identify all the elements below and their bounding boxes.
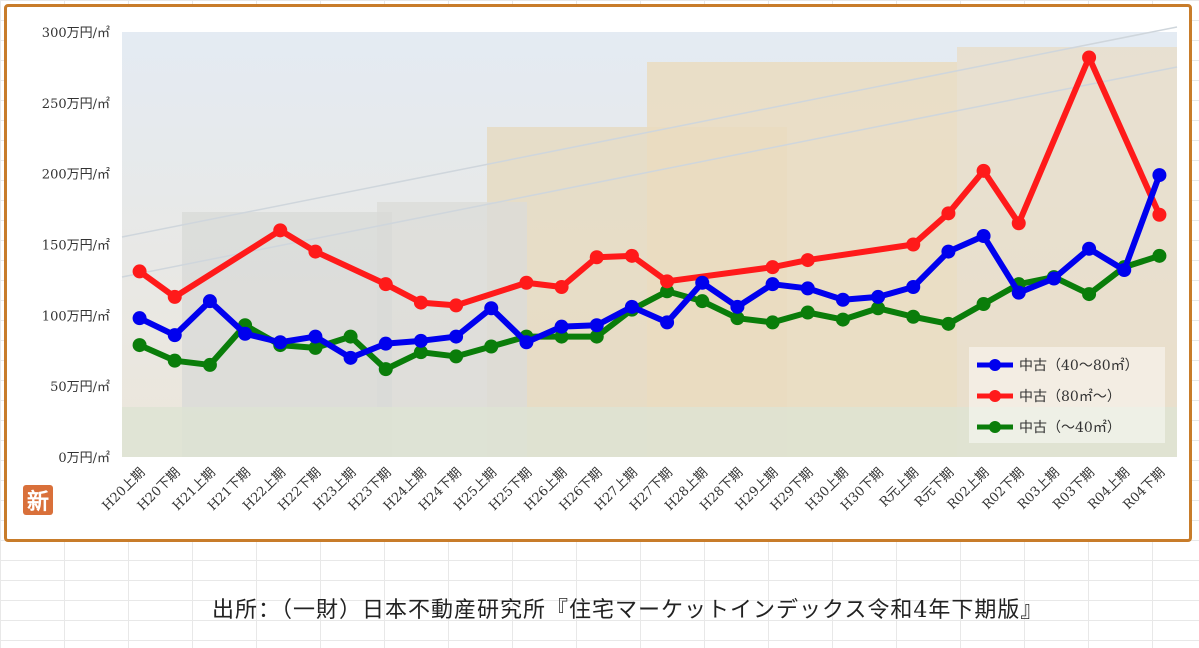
data-point	[413, 295, 428, 310]
data-point	[132, 311, 147, 326]
legend-label: 中古（40～80㎡）	[1019, 358, 1139, 374]
new-badge-icon: 新	[23, 485, 53, 515]
data-point	[238, 326, 253, 341]
series-line	[136, 54, 1163, 309]
data-point	[554, 280, 569, 294]
line-chart: 0万円/㎡ 50万円/㎡ 100万円/㎡ 150万円/㎡ 200万円/㎡ 250万円/㎡ 3…	[42, 26, 1178, 514]
data-point	[484, 339, 499, 354]
legend: 中古（40～80㎡） 中古（80㎡～） 中古（～40㎡）	[969, 347, 1165, 443]
data-point	[167, 353, 182, 368]
data-point	[730, 311, 745, 326]
y-tick-label: 150万円/㎡	[42, 239, 110, 254]
y-tick-label: 50万円/㎡	[50, 380, 110, 395]
data-point	[624, 248, 639, 263]
data-point	[800, 253, 815, 268]
data-point	[378, 362, 393, 377]
data-point	[941, 316, 956, 331]
data-point	[695, 275, 710, 290]
data-point	[941, 244, 956, 259]
y-tick-label: 0万円/㎡	[58, 451, 110, 466]
y-tick-label: 100万円/㎡	[42, 309, 110, 324]
data-point	[1011, 285, 1026, 300]
data-point	[202, 357, 217, 372]
legend-swatch-marker	[989, 390, 1001, 402]
data-point	[132, 264, 147, 279]
data-point	[695, 294, 710, 309]
data-point	[976, 163, 991, 178]
data-point	[519, 335, 534, 350]
y-tick-label: 300万円/㎡	[42, 26, 110, 41]
legend-label: 中古（～40㎡）	[1019, 420, 1121, 436]
data-point	[871, 289, 886, 304]
series-1	[132, 50, 1167, 313]
data-point	[835, 292, 850, 307]
data-point	[1082, 50, 1097, 65]
data-point	[202, 294, 217, 309]
data-point	[589, 329, 604, 344]
data-point	[1046, 271, 1061, 286]
x-axis-ticks: H20上期H20下期H21上期H21下期H22上期H22下期H23上期H23下期…	[100, 465, 1169, 514]
y-tick-label: 200万円/㎡	[42, 168, 110, 183]
data-point	[132, 338, 147, 353]
data-point	[906, 280, 921, 294]
data-point	[1082, 241, 1097, 256]
data-point	[308, 329, 323, 344]
data-point	[835, 312, 850, 327]
data-point	[308, 244, 323, 259]
data-point	[1152, 168, 1167, 183]
data-point	[589, 318, 604, 333]
data-point	[976, 297, 991, 311]
data-point	[167, 328, 182, 343]
data-point	[519, 275, 534, 290]
data-point	[484, 301, 499, 316]
data-point	[167, 289, 182, 304]
legend-swatch-marker	[989, 421, 1001, 433]
data-point	[800, 305, 815, 320]
data-point	[1152, 248, 1167, 263]
series-layer	[132, 50, 1167, 377]
data-point	[413, 333, 428, 348]
data-point	[589, 250, 604, 265]
y-axis-ticks: 0万円/㎡ 50万円/㎡ 100万円/㎡ 150万円/㎡ 200万円/㎡ 250万円/㎡ 3…	[42, 26, 110, 466]
legend-swatch-marker	[989, 359, 1001, 371]
data-point	[765, 315, 780, 330]
data-point	[660, 315, 675, 330]
data-point	[449, 329, 464, 344]
data-point	[1152, 207, 1167, 222]
data-point	[871, 301, 886, 316]
data-point	[906, 309, 921, 324]
data-point	[343, 350, 358, 365]
data-point	[378, 277, 393, 292]
data-point	[730, 299, 745, 314]
data-point	[1011, 216, 1026, 231]
data-point	[765, 277, 780, 292]
data-point	[378, 336, 393, 351]
data-point	[765, 260, 780, 275]
source-note: 出所：（一財）日本不動産研究所『住宅マーケットインデックス令和4年下期版』	[212, 598, 1044, 623]
data-point	[906, 237, 921, 252]
data-point	[624, 299, 639, 314]
data-point	[308, 340, 323, 355]
data-point	[976, 229, 991, 243]
data-point	[800, 281, 815, 296]
data-point	[449, 349, 464, 364]
data-point	[413, 345, 428, 360]
legend-label: 中古（80㎡～）	[1019, 389, 1121, 405]
data-point	[554, 329, 569, 344]
data-point	[1117, 263, 1132, 277]
data-point	[554, 319, 569, 334]
y-tick-label: 250万円/㎡	[42, 97, 110, 112]
series-0	[132, 168, 1167, 365]
data-point	[660, 284, 675, 299]
chart-frame: 0万円/㎡ 50万円/㎡ 100万円/㎡ 150万円/㎡ 200万円/㎡ 250万円/㎡ 3…	[4, 4, 1192, 542]
data-point	[273, 223, 288, 238]
data-point	[449, 298, 464, 313]
data-point	[941, 206, 956, 221]
data-point	[273, 335, 288, 350]
data-point	[1082, 287, 1097, 302]
data-point	[343, 329, 358, 344]
data-point	[660, 274, 675, 289]
